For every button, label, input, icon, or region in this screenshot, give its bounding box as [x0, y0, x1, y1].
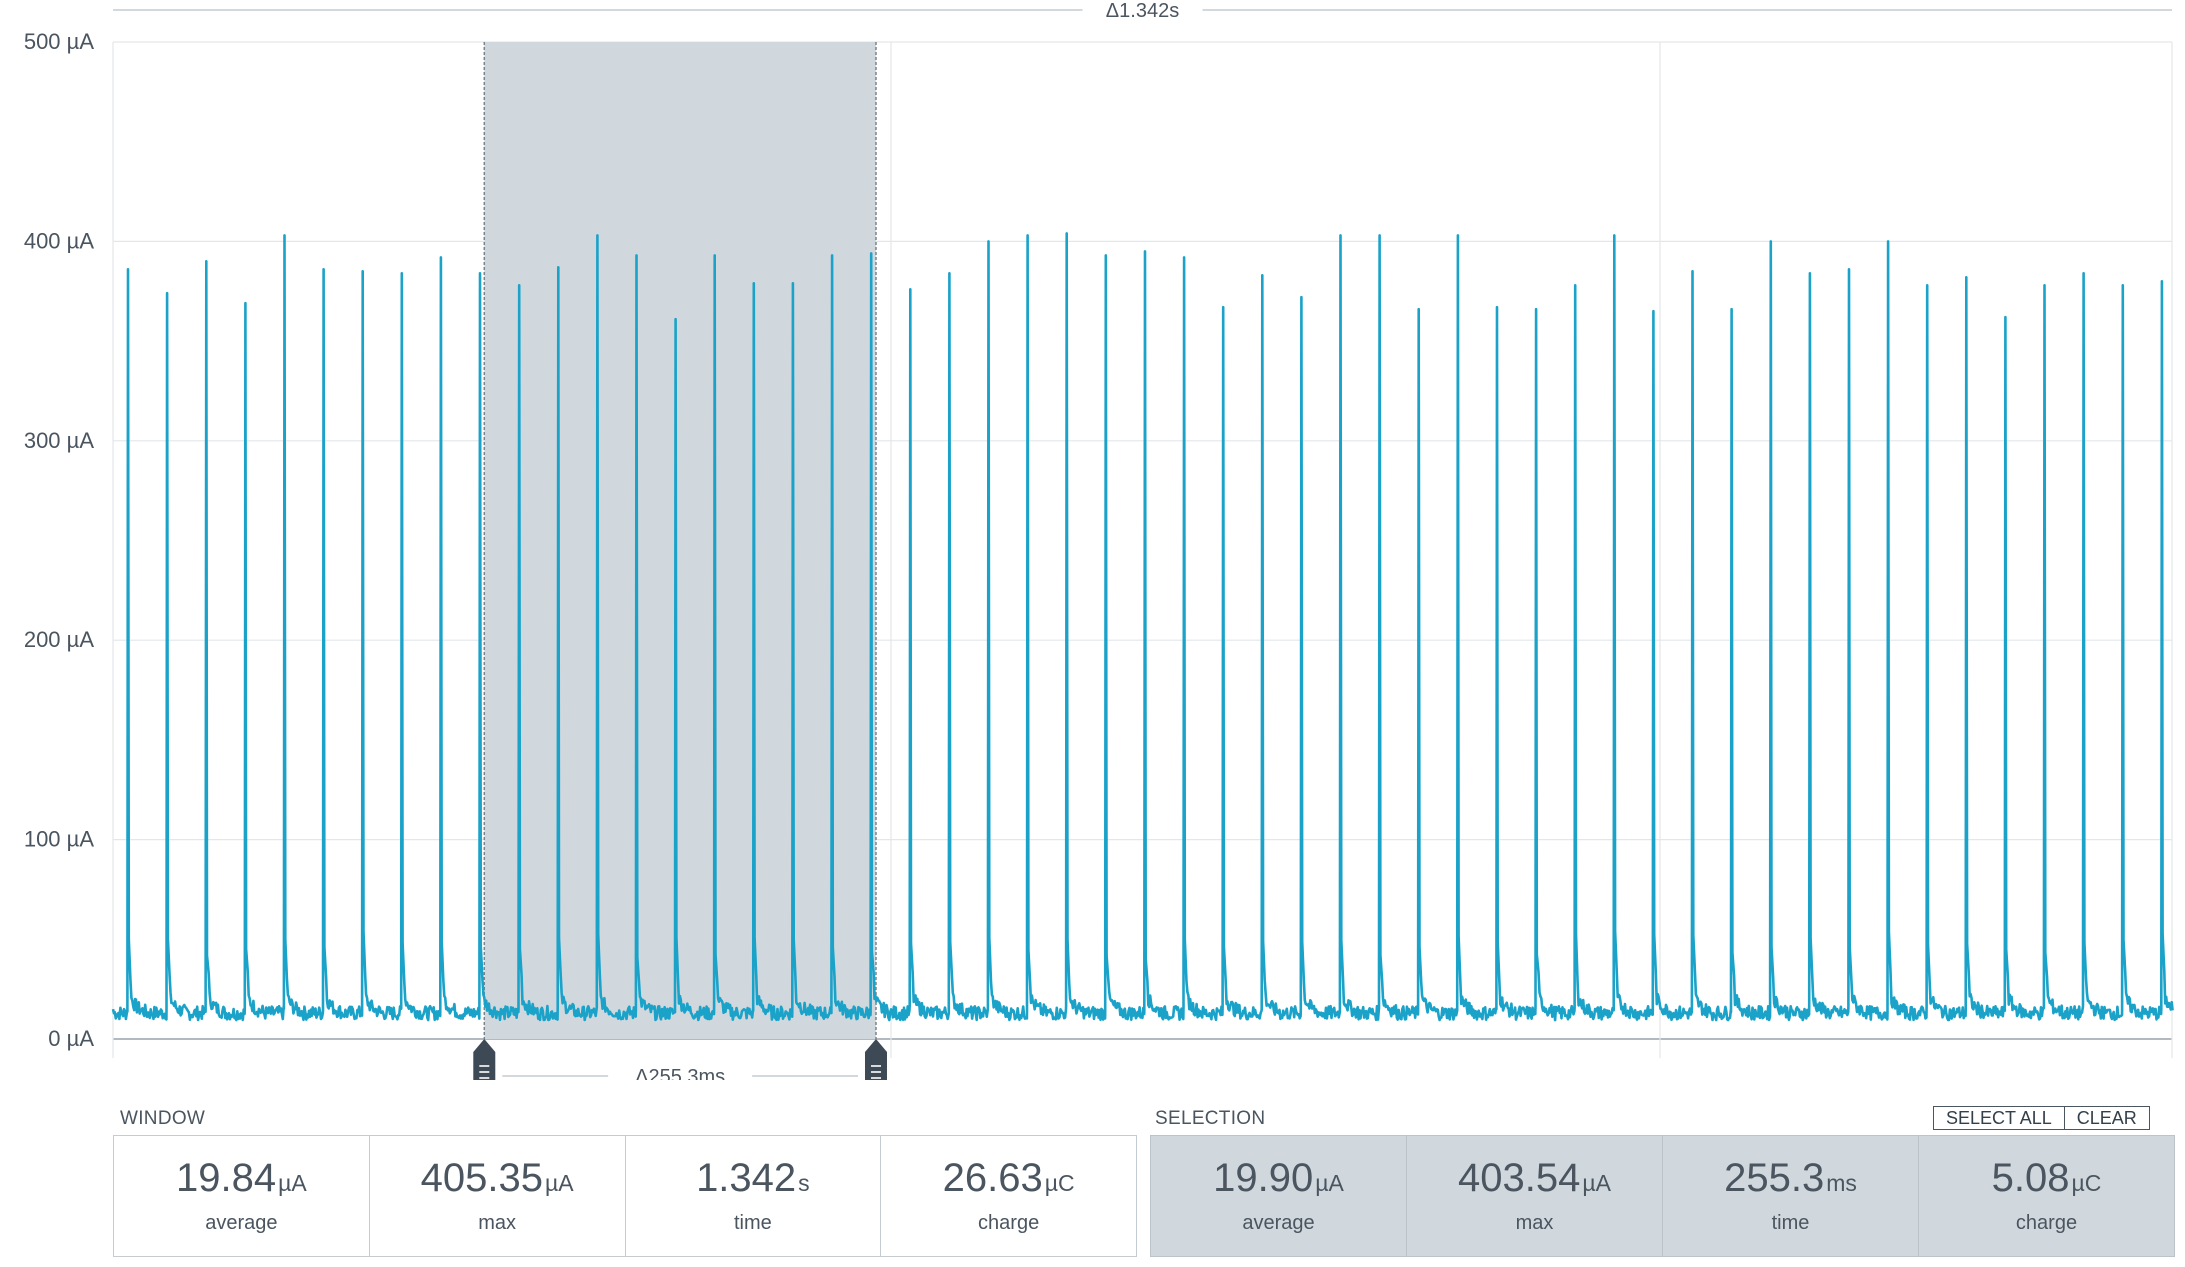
selection-charge-label: charge — [2015, 1211, 2078, 1234]
current-trace — [111, 232, 2174, 1022]
clear-button[interactable]: CLEAR — [2063, 1107, 2149, 1129]
window-time-label: time — [733, 1211, 772, 1234]
window-average-label: average — [205, 1211, 278, 1234]
window-average-value: 19.84 — [176, 1155, 277, 1200]
selection-time-stat: 255.3ms time — [1663, 1136, 1919, 1256]
y-tick-label: 200 µA — [24, 627, 94, 652]
selection-button-group: SELECT ALL CLEAR — [1933, 1106, 2150, 1130]
selection-average-label: average — [1242, 1211, 1315, 1234]
handle-body — [864, 1039, 887, 1080]
select-all-button[interactable]: SELECT ALL — [1934, 1107, 2064, 1129]
current-chart[interactable]: 0 µA 100 µA 200 µA 300 µA 400 µA 500 µA Δ1.34… — [0, 0, 2185, 1080]
selection-stats-panel: 19.90µA average 403.54µA max 255.3ms tim… — [1150, 1135, 2175, 1257]
window-average-unit: µA — [278, 1169, 307, 1196]
chart-grid — [112, 41, 2173, 1058]
y-axis-ticks: 0 µA 100 µA 200 µA 300 µA 400 µA 500 µA — [24, 29, 94, 1051]
selection-average-value: 19.90 — [1213, 1155, 1314, 1200]
window-max-value: 405.35 — [420, 1155, 543, 1200]
window-average-stat: 19.84µA average — [114, 1136, 370, 1256]
selection-max-label: max — [1515, 1211, 1554, 1234]
window-time-stat: 1.342s time — [626, 1136, 882, 1256]
window-time-value: 1.342 — [696, 1155, 797, 1200]
selection-charge-value: 5.08 — [1991, 1155, 2070, 1200]
window-charge-label: charge — [978, 1211, 1040, 1234]
selection-left-handle[interactable] — [473, 1039, 496, 1080]
selection-region[interactable] — [484, 42, 876, 1039]
window-charge-value: 26.63 — [942, 1155, 1043, 1200]
y-tick-label: 0 µA — [48, 1026, 94, 1051]
selection-delta-label: Δ255.3ms — [635, 1066, 725, 1080]
selection-time-value: 255.3 — [1724, 1155, 1825, 1200]
selection-panel-title: SELECTION — [1155, 1108, 1266, 1129]
y-tick-label: 100 µA — [24, 827, 94, 852]
selection-max-unit: µA — [1582, 1169, 1611, 1196]
window-max-stat: 405.35µA max — [370, 1136, 626, 1256]
selection-time-label: time — [1771, 1211, 1810, 1234]
selection-average-stat: 19.90µA average — [1151, 1136, 1407, 1256]
y-tick-label: 400 µA — [24, 228, 94, 253]
selection-max-stat: 403.54µA max — [1407, 1136, 1663, 1256]
window-max-unit: µA — [545, 1169, 574, 1196]
selection-max-value: 403.54 — [1458, 1155, 1581, 1200]
window-charge-stat: 26.63µC charge — [881, 1136, 1136, 1256]
window-time-unit: s — [798, 1169, 810, 1196]
selection-charge-stat: 5.08µC charge — [1919, 1136, 2174, 1256]
selection-time-unit: ms — [1826, 1169, 1857, 1196]
window-stats-panel: 19.84µA average 405.35µA max 1.342s time… — [113, 1135, 1137, 1257]
selection-average-unit: µA — [1315, 1169, 1344, 1196]
selection-charge-unit: µC — [2071, 1169, 2102, 1196]
handle-body — [473, 1039, 496, 1080]
y-tick-label: 300 µA — [24, 428, 94, 453]
window-panel-title: WINDOW — [120, 1108, 206, 1129]
window-max-label: max — [478, 1211, 517, 1234]
window-delta-label: Δ1.342s — [1106, 0, 1179, 22]
window-charge-unit: µC — [1044, 1169, 1075, 1196]
y-tick-label: 500 µA — [24, 29, 94, 54]
selection-right-handle[interactable] — [864, 1039, 887, 1080]
